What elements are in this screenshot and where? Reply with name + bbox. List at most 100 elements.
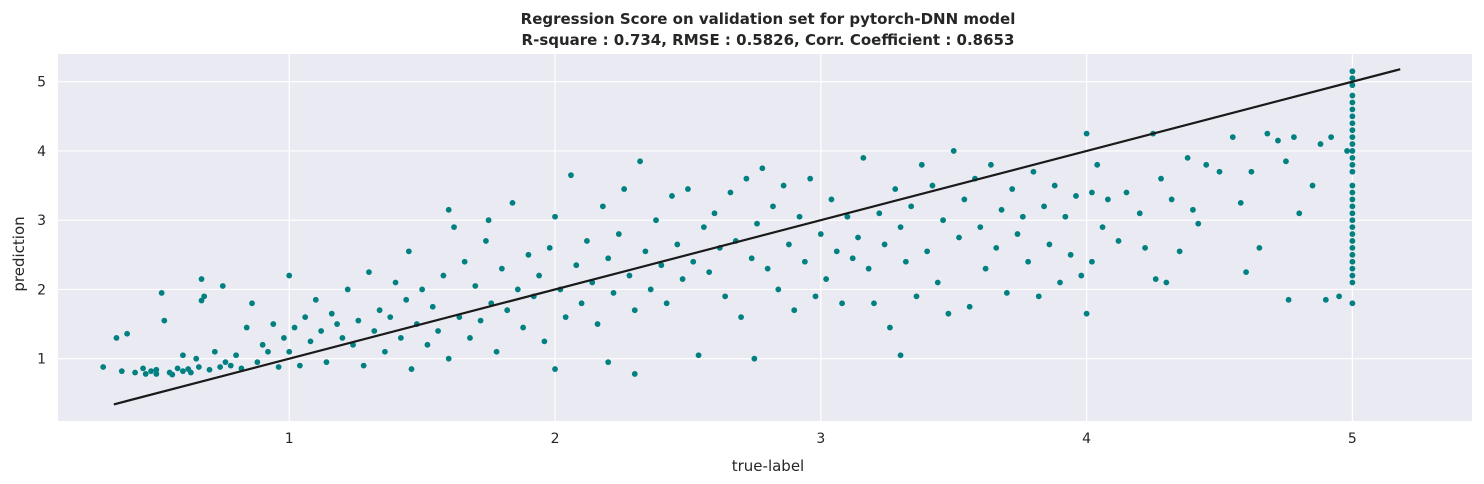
- x-tick-label: 2: [551, 431, 560, 447]
- data-point: [1317, 141, 1324, 147]
- tick-labels: 1 2 3 4 5 1 2 3 4 5: [37, 75, 1357, 447]
- data-point: [887, 324, 893, 331]
- data-point: [1237, 199, 1244, 206]
- data-point: [360, 362, 367, 369]
- data-point: [440, 272, 447, 279]
- data-point: [631, 307, 638, 314]
- data-point: [451, 224, 457, 231]
- data-point: [217, 364, 224, 370]
- data-point: [397, 335, 404, 341]
- data-point: [706, 269, 713, 276]
- data-point: [610, 289, 617, 296]
- data-point: [647, 286, 654, 293]
- data-point: [541, 338, 548, 345]
- data-point: [807, 175, 814, 182]
- data-point: [1349, 189, 1356, 196]
- data-point: [195, 364, 202, 370]
- data-point: [1349, 272, 1356, 279]
- data-point: [679, 276, 686, 282]
- data-point: [1190, 206, 1196, 213]
- data-point: [1349, 141, 1356, 147]
- data-point: [318, 328, 325, 334]
- data-point: [254, 359, 261, 366]
- data-point: [562, 314, 569, 321]
- data-point: [419, 286, 426, 293]
- data-point: [1285, 296, 1292, 303]
- data-point: [817, 231, 824, 237]
- data-point: [552, 213, 558, 220]
- data-point: [573, 262, 580, 269]
- y-tick-label: 2: [37, 282, 46, 298]
- data-point: [775, 286, 782, 293]
- data-point: [791, 307, 798, 314]
- data-point: [961, 196, 968, 203]
- data-point: [265, 348, 271, 355]
- data-point: [1309, 182, 1316, 189]
- data-point: [913, 293, 920, 300]
- data-point: [1030, 168, 1037, 175]
- data-point: [786, 241, 792, 248]
- data-point: [249, 300, 255, 307]
- data-point: [193, 355, 200, 362]
- data-point: [408, 366, 415, 372]
- data-point: [1349, 210, 1356, 217]
- data-point: [1349, 120, 1356, 127]
- data-point: [405, 248, 412, 255]
- data-point: [187, 369, 194, 376]
- data-point: [132, 369, 138, 376]
- data-point: [823, 276, 830, 282]
- data-point: [695, 352, 702, 359]
- data-point: [1078, 272, 1085, 279]
- data-point: [876, 210, 883, 217]
- data-point: [180, 368, 186, 375]
- data-point: [198, 276, 205, 282]
- chart-title: Regression Score on validation set for p…: [521, 10, 1016, 28]
- data-point: [1349, 113, 1356, 120]
- data-point: [366, 269, 372, 276]
- data-point: [1057, 279, 1063, 286]
- data-point: [1349, 168, 1356, 175]
- data-point: [780, 182, 787, 189]
- data-point: [169, 371, 176, 378]
- data-point: [1041, 203, 1047, 210]
- data-point: [956, 234, 962, 241]
- data-point: [1248, 168, 1255, 175]
- data-point: [966, 303, 973, 310]
- data-point: [1349, 251, 1356, 258]
- data-point: [286, 272, 293, 279]
- data-point: [382, 348, 388, 355]
- data-point: [1062, 213, 1069, 220]
- data-point: [892, 186, 899, 192]
- grid-lines: [58, 54, 1472, 421]
- data-point: [860, 154, 867, 161]
- data-point: [1014, 231, 1021, 237]
- data-point: [1349, 265, 1356, 272]
- data-point: [461, 258, 468, 265]
- x-tick-label: 5: [1348, 431, 1357, 447]
- data-point: [658, 262, 665, 269]
- data-point: [328, 310, 335, 317]
- data-point: [520, 324, 527, 331]
- data-point: [1099, 224, 1106, 231]
- data-point: [754, 220, 760, 227]
- data-point: [700, 224, 707, 231]
- data-point: [219, 283, 226, 289]
- data-point: [118, 368, 125, 375]
- data-point: [1264, 130, 1271, 137]
- data-point: [1349, 127, 1356, 134]
- data-point: [1083, 130, 1090, 137]
- data-point: [371, 328, 378, 334]
- data-point: [653, 217, 659, 224]
- data-point: [552, 366, 558, 372]
- data-point: [270, 321, 277, 327]
- data-point: [113, 335, 120, 341]
- data-point: [1115, 238, 1122, 244]
- data-point: [1184, 154, 1191, 161]
- y-tick-label: 5: [37, 75, 46, 91]
- data-point: [1349, 99, 1356, 106]
- data-point: [1349, 217, 1356, 224]
- data-point: [950, 148, 957, 154]
- data-point: [1094, 161, 1101, 168]
- data-point: [988, 161, 994, 168]
